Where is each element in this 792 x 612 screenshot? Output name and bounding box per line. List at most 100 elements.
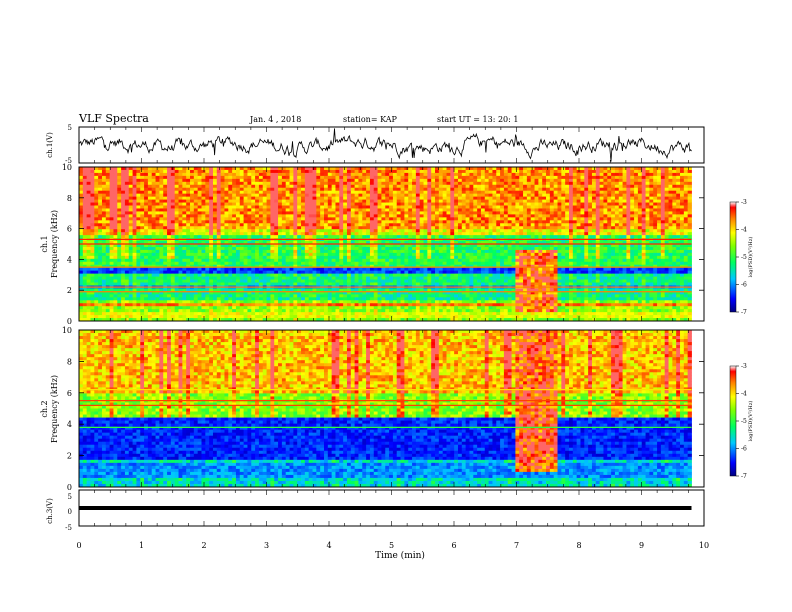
spectrogram-cell (209, 261, 214, 266)
spectrogram-cell (212, 303, 218, 307)
spectrogram-cell (201, 193, 206, 198)
spectrogram-cell (262, 190, 267, 195)
spectrogram-cell (415, 199, 421, 203)
spectrogram-cell (216, 205, 222, 209)
spectrogram-cell (247, 184, 252, 189)
spectrogram-cell (304, 202, 310, 206)
spectrogram-cell (182, 255, 187, 260)
spectrogram-cell (354, 235, 359, 239)
spectrogram-cell (151, 303, 156, 307)
spectrogram-cell (304, 169, 310, 174)
spectrogram-cell (155, 226, 160, 230)
spectrogram-cell (193, 279, 199, 283)
spectrogram-cell (193, 220, 199, 224)
spectrogram-cell (308, 255, 313, 260)
spectrogram-cell (438, 318, 444, 322)
spectrogram-cell (404, 172, 409, 177)
spectrogram-cell (121, 252, 126, 257)
spectrogram-cell (438, 252, 444, 257)
spectrogram-cell (435, 220, 440, 224)
spectrogram-cell (396, 315, 401, 319)
spectrogram-cell (389, 232, 394, 236)
spectrogram-cell (205, 282, 210, 286)
spectrogram-cell (431, 178, 436, 183)
spectrogram-cell (270, 276, 275, 280)
spectrogram-cell (144, 190, 149, 195)
spectrogram-cell (304, 276, 310, 280)
spectrogram-cell (186, 282, 191, 286)
spectrogram-cell (128, 205, 133, 209)
spectrogram-cell (346, 297, 352, 301)
spectrogram-cell (128, 229, 133, 233)
spectrogram-cell (98, 196, 103, 200)
spectrogram-cell (109, 294, 114, 298)
spectrogram-cell (255, 309, 260, 313)
spectrogram-cell (197, 258, 202, 263)
spectrogram-cell (144, 244, 149, 248)
spectrogram-cell (327, 167, 333, 171)
spectrogram-cell (320, 202, 325, 206)
spectrogram-cell (128, 214, 133, 218)
spectrogram-cell (396, 300, 401, 304)
spectrogram-cell (419, 199, 424, 203)
spectrogram-cell (101, 294, 107, 298)
spectrogram-cell (320, 306, 325, 310)
spectrogram-cell (247, 187, 252, 192)
spectrogram-cell (385, 167, 390, 171)
spectrogram-cell (312, 172, 317, 177)
spectrogram-cell (255, 175, 260, 180)
spectrogram-cell (190, 279, 195, 283)
spectrogram-cell (136, 291, 141, 295)
spectrogram-cell (438, 190, 444, 195)
spectrogram-cell (385, 279, 390, 283)
spectrogram-cell (377, 169, 382, 174)
spectrogram-cell (435, 297, 440, 301)
spectrogram-cell (281, 249, 287, 254)
spectrogram-cell (136, 208, 141, 212)
spectrogram-cell (415, 258, 421, 263)
spectrogram-cell (113, 288, 118, 292)
spectrogram-cell (94, 184, 99, 189)
spectrogram-cell (369, 279, 375, 283)
spectrogram-cell (163, 303, 168, 307)
spectrogram-cell (278, 241, 283, 245)
spectrogram-cell (412, 282, 417, 286)
spectrogram-cell (343, 270, 348, 275)
spectrogram-cell (243, 172, 248, 177)
spectrogram-cell (339, 279, 344, 283)
spectrogram-cell (105, 255, 111, 260)
spectrogram-cell (209, 282, 214, 286)
spectrogram-cell (297, 208, 302, 212)
spectrogram-cell (389, 169, 394, 174)
spectrogram-cell (247, 303, 252, 307)
spectrogram-cell (423, 175, 428, 180)
spectrogram-cell (281, 273, 287, 277)
spectrogram-cell (144, 193, 149, 198)
spectrogram-cell (308, 288, 313, 292)
spectrogram-cell (438, 294, 444, 298)
spectrogram-cell (182, 220, 187, 224)
spectrogram-cell (79, 220, 84, 224)
spectrogram-cell (301, 184, 306, 189)
spectrogram-cell (366, 196, 371, 200)
spectrogram-cell (304, 249, 310, 254)
spectrogram-cell (136, 205, 141, 209)
spectrogram-cell (301, 297, 306, 301)
spectrogram-cell (205, 169, 210, 174)
spectrogram-cell (274, 199, 279, 203)
spectrogram-cell (404, 232, 409, 236)
spectrogram-cell (389, 214, 394, 218)
spectrogram-cell (324, 175, 329, 180)
spectrogram-cell (128, 202, 133, 206)
spectrogram-cell (136, 258, 141, 263)
spectrogram-cell (435, 232, 440, 236)
spectrogram-cell (304, 167, 310, 171)
spectrogram-cell (98, 282, 103, 286)
spectrogram-cell (170, 232, 176, 236)
spectrogram-cell (392, 202, 398, 206)
spectrogram-cell (301, 244, 306, 248)
spectrogram-cell (312, 264, 317, 269)
spectrogram-cell (312, 226, 317, 230)
spectrogram-cell (79, 167, 84, 171)
spectrogram-cell (174, 208, 179, 212)
